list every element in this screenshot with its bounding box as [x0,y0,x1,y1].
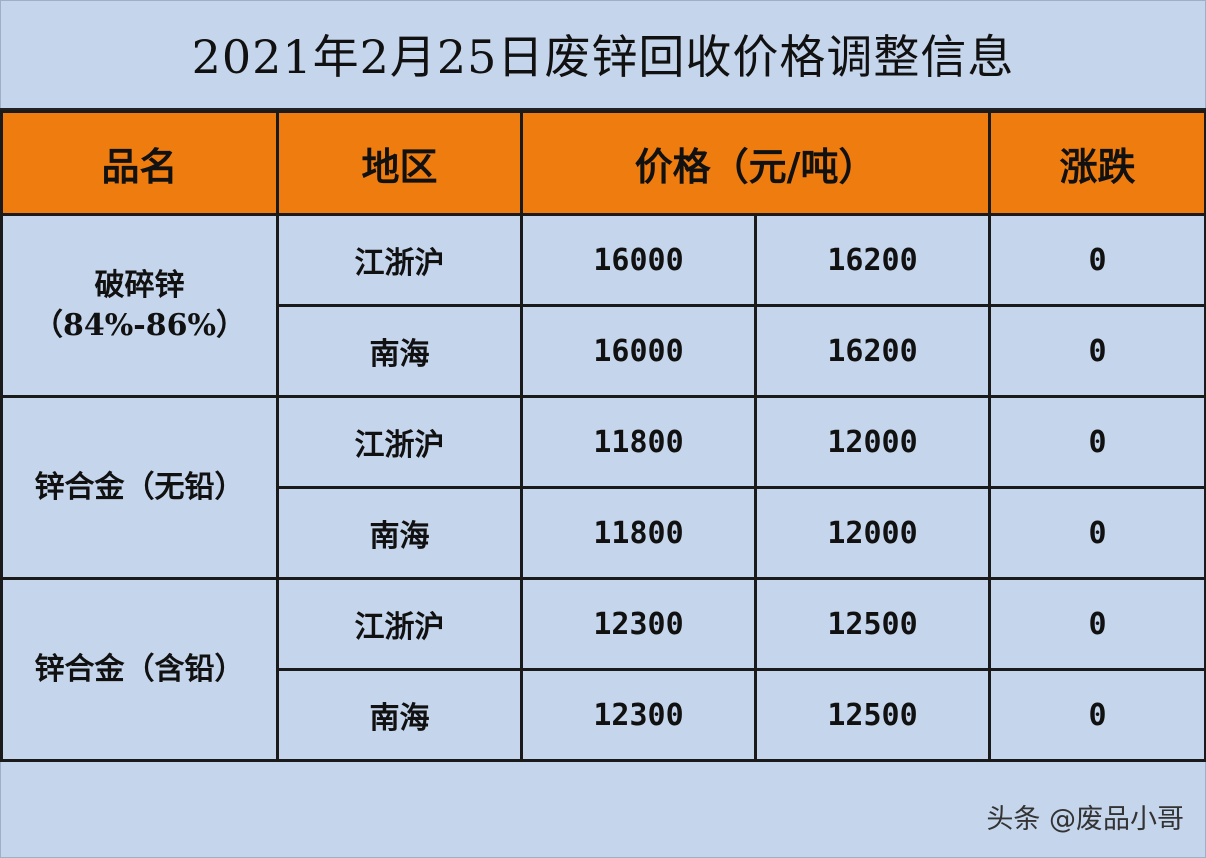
table-row: 南海 12300 12500 0 [2,668,1206,762]
header-price: 价格（元/吨） [519,110,992,216]
region-cell: 南海 [276,486,523,580]
product-spec: （84%-86%） [33,307,246,343]
region-cell: 江浙沪 [276,213,523,307]
price-high-cell: 12000 [753,395,992,489]
table-row: 锌合金（含铅） 江浙沪 12300 12500 0 [0,577,1206,762]
source-watermark: 头条 @废品小哥 [986,804,1184,835]
price-high-cell: 12500 [753,668,992,762]
change-cell: 0 [988,486,1206,580]
price-low-cell: 11800 [520,486,757,580]
product-cell: 锌合金（无铅） [0,395,279,580]
region-cell: 江浙沪 [276,577,523,671]
price-high-cell: 12500 [753,577,992,671]
region-cell: 南海 [276,668,523,762]
price-low-cell: 16000 [520,304,757,398]
change-cell: 0 [988,668,1206,762]
price-low-cell: 12300 [520,577,757,671]
change-cell: 0 [988,304,1206,398]
price-high-cell: 12000 [753,486,992,580]
table-row: 南海 11800 12000 0 [2,486,1206,580]
change-cell: 0 [988,577,1206,671]
table-row: 南海 16000 16200 0 [2,304,1206,398]
header-region: 地区 [276,110,523,216]
page-title: 2021年2月25日废锌回收价格调整信息 [191,30,1015,84]
price-table: 品名 地区 价格（元/吨） 涨跌 破碎锌 （84%-86%） 江浙沪 16000… [0,110,1206,762]
region-cell: 江浙沪 [276,395,523,489]
price-high-cell: 16200 [753,213,992,307]
price-low-cell: 11800 [520,395,757,489]
table-row: 破碎锌 （84%-86%） 江浙沪 16000 16200 0 [0,213,1206,398]
header-product: 品名 [0,110,279,216]
header-row: 品名 地区 价格（元/吨） 涨跌 [0,110,1206,216]
table-row: 锌合金（无铅） 江浙沪 11800 12000 0 [0,395,1206,580]
region-cell: 南海 [276,304,523,398]
header-change: 涨跌 [988,110,1206,216]
change-cell: 0 [988,395,1206,489]
price-low-cell: 12300 [520,668,757,762]
product-name: 破碎锌 [94,267,185,303]
price-low-cell: 16000 [520,213,757,307]
price-high-cell: 16200 [753,304,992,398]
title-divider [0,108,1206,111]
change-cell: 0 [988,213,1206,307]
product-cell: 破碎锌 （84%-86%） [0,213,279,398]
product-name: 锌合金（无铅） [34,469,245,505]
product-cell: 锌合金（含铅） [0,577,279,762]
product-name: 锌合金（含铅） [34,651,245,687]
